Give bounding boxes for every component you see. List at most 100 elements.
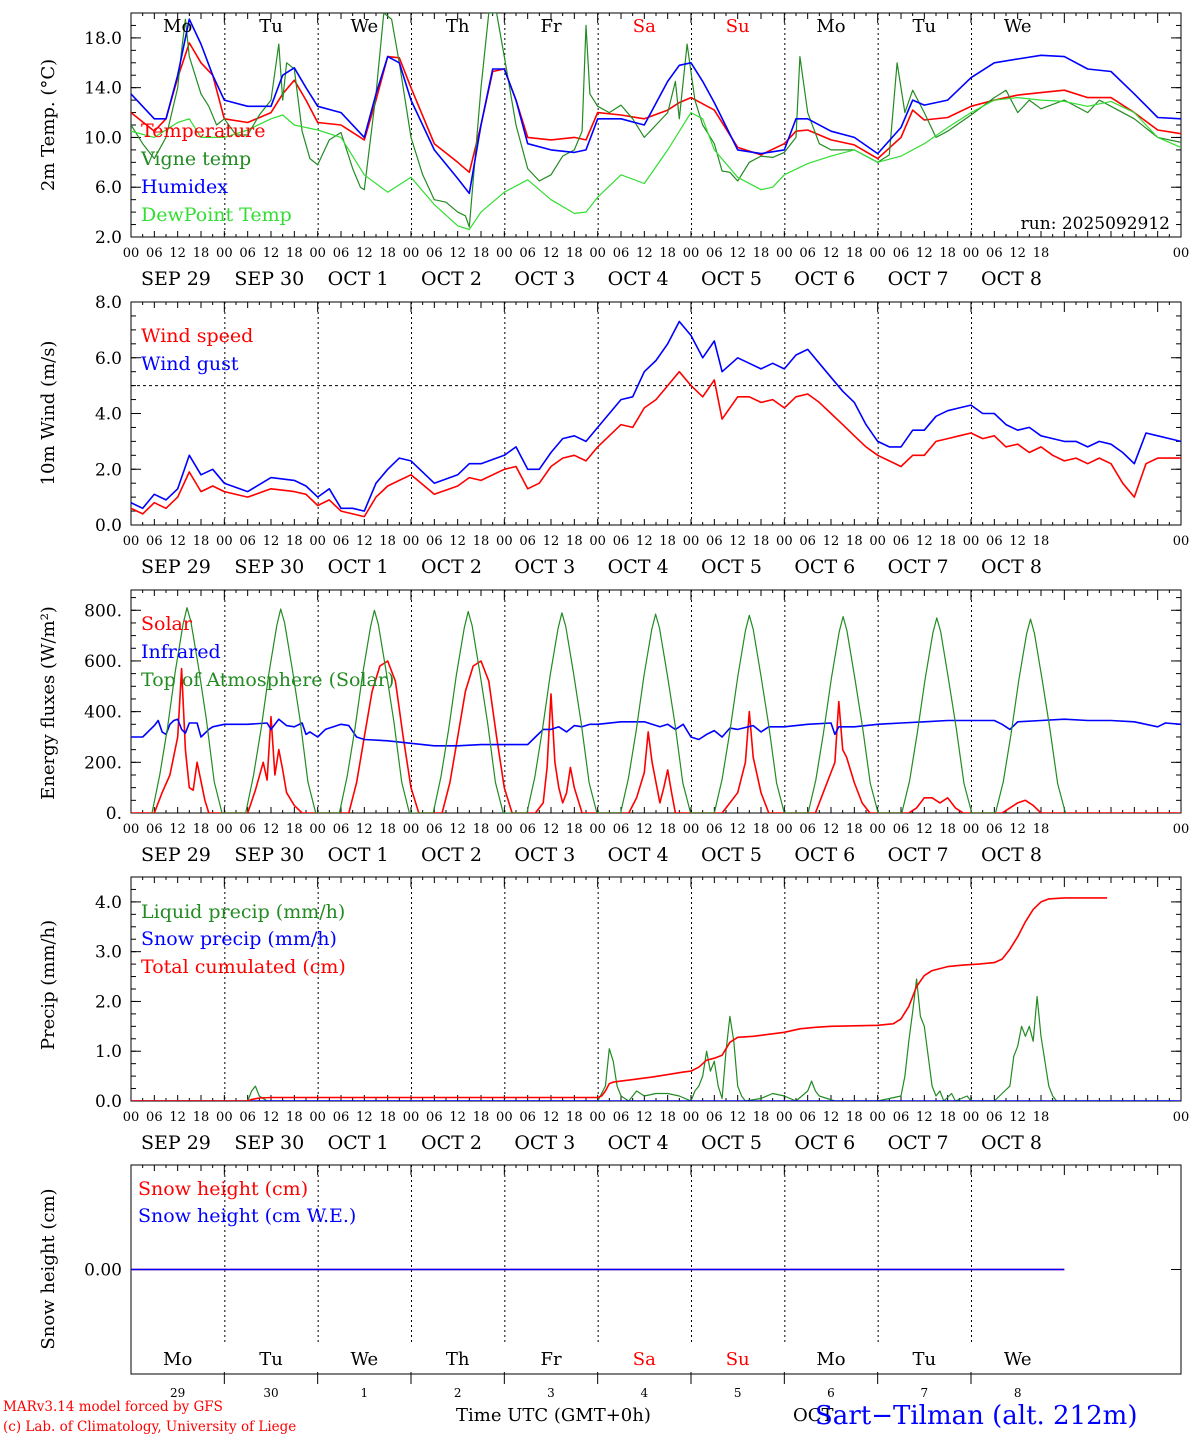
- hour-tick-label: 18: [379, 822, 396, 837]
- hour-tick-label: 06: [986, 534, 1003, 549]
- date-label: OCT 8: [981, 268, 1042, 290]
- hour-tick-label: 18: [193, 822, 210, 837]
- oct-month-label: OCT: [793, 1405, 834, 1426]
- hour-tick-label: 12: [1009, 534, 1026, 549]
- hour-tick-label: 12: [636, 822, 653, 837]
- hour-tick-label: 00: [776, 822, 793, 837]
- hour-tick-label: 00: [216, 534, 233, 549]
- day-number-label: 4: [641, 1386, 649, 1400]
- hour-tick-label: 00: [963, 534, 980, 549]
- hour-tick-label: 18: [939, 246, 956, 261]
- date-label: OCT 2: [421, 1132, 482, 1154]
- hour-tick-label: 06: [426, 822, 443, 837]
- series-line-wind-gust: [131, 320, 1181, 512]
- hour-tick-label: 06: [986, 822, 1003, 837]
- series-line-infrared: [131, 718, 1181, 747]
- legend-entry: Wind gust: [141, 353, 239, 375]
- hour-tick-label: 12: [263, 246, 280, 261]
- legend-entry: DewPoint Temp: [141, 204, 292, 226]
- hour-tick-label: 00: [403, 1110, 420, 1125]
- model-credit-line1: MARv3.14 model forced by GFS: [3, 1399, 223, 1415]
- weekday-label: Fr: [540, 1349, 561, 1370]
- y-tick-label: 0.: [106, 804, 122, 824]
- date-label: OCT 8: [981, 844, 1042, 866]
- station-name: Sart−Tilman (alt. 212m): [815, 1401, 1138, 1431]
- hour-tick-label: 18: [846, 1110, 863, 1125]
- day-number-label: 3: [547, 1386, 555, 1400]
- hour-tick-label: 12: [729, 1110, 746, 1125]
- weekday-label: Su: [726, 1349, 750, 1370]
- hour-tick-label: 12: [263, 1110, 280, 1125]
- date-label: SEP 29: [141, 1132, 211, 1154]
- hour-tick-label: 12: [543, 1110, 560, 1125]
- panel-5: 0.00 Snow height (cm) Snow height (cm) Snow…: [38, 1164, 1182, 1400]
- y-tick-label: 18.0: [84, 29, 122, 49]
- hour-tick-label: 12: [543, 822, 560, 837]
- y-tick-label: 0.0: [95, 1092, 122, 1112]
- hour-tick-label: 00: [869, 822, 886, 837]
- y-tick-label: 2.0: [95, 992, 122, 1012]
- hour-tick-label: 12: [263, 534, 280, 549]
- hour-tick-label: 18: [193, 1110, 210, 1125]
- hour-tick-label: 06: [146, 822, 163, 837]
- hour-tick-label: 06: [893, 822, 910, 837]
- hour-tick-label: 00: [589, 534, 606, 549]
- date-label: OCT 5: [701, 844, 762, 866]
- date-label: OCT 5: [701, 1132, 762, 1154]
- hour-tick-label: 18: [286, 1110, 303, 1125]
- hour-tick-label: 12: [356, 1110, 373, 1125]
- y-tick-label: 4.0: [95, 893, 122, 913]
- hour-tick-label: 00: [309, 822, 326, 837]
- hour-tick-label: 18: [1033, 822, 1050, 837]
- hour-tick-label: 18: [379, 534, 396, 549]
- hour-tick-label: 12: [169, 534, 186, 549]
- hour-tick-label: 06: [799, 822, 816, 837]
- weekday-label: Mo: [163, 16, 192, 37]
- hour-tick-label: 06: [799, 1110, 816, 1125]
- hour-tick-label: 12: [1009, 822, 1026, 837]
- hour-tick-label: 12: [823, 1110, 840, 1125]
- y-axis-title: Precip (mm/h): [38, 920, 59, 1050]
- day-number-label: 2: [454, 1386, 462, 1400]
- hour-tick-label: 12: [636, 534, 653, 549]
- day-number-label: 30: [263, 1386, 278, 1400]
- hour-tick-label: 00: [309, 246, 326, 261]
- hour-tick-label: 00: [1173, 246, 1190, 261]
- hour-tick-label: 06: [519, 246, 536, 261]
- weekday-label: Th: [446, 16, 470, 37]
- hour-tick-label: 06: [706, 534, 723, 549]
- hour-tick-label: 12: [916, 1110, 933, 1125]
- date-label: OCT 1: [328, 556, 389, 578]
- hour-tick-label: 06: [519, 534, 536, 549]
- hour-tick-label: 18: [566, 1110, 583, 1125]
- y-tick-label: 14.0: [84, 79, 122, 99]
- date-label: OCT 1: [328, 1132, 389, 1154]
- date-label: OCT 6: [794, 844, 855, 866]
- hour-tick-label: 00: [496, 246, 513, 261]
- hour-tick-label: 00: [496, 1110, 513, 1125]
- legend-entry: Snow precip (mm/h): [141, 928, 337, 950]
- hour-tick-label: 18: [473, 534, 490, 549]
- y-tick-label: 10.0: [84, 128, 122, 148]
- hour-tick-label: 06: [333, 1110, 350, 1125]
- panel-2: 00 06 12 18 00 06 12 18 00 06 12 18 00 06 12 18 00 06 12 18…: [38, 293, 1189, 578]
- y-tick-label: 800.: [84, 601, 122, 621]
- hour-tick-label: 12: [916, 246, 933, 261]
- hour-tick-label: 00: [589, 246, 606, 261]
- hour-tick-label: 18: [753, 1110, 770, 1125]
- hour-tick-label: 12: [169, 822, 186, 837]
- day-number-label: 6: [827, 1386, 835, 1400]
- hour-tick-label: 12: [916, 822, 933, 837]
- date-label: OCT 4: [608, 556, 669, 578]
- hour-tick-label: 00: [123, 1110, 140, 1125]
- date-label: SEP 30: [234, 1132, 304, 1154]
- panel-3: 00 06 12 18 00 06 12 18 00 06 12 18 00 06 12 18 00 06 12 18…: [38, 589, 1189, 866]
- hour-tick-label: 06: [146, 534, 163, 549]
- hour-tick-label: 06: [146, 246, 163, 261]
- hour-tick-label: 00: [216, 246, 233, 261]
- weekday-label: Tu: [913, 16, 937, 37]
- hour-tick-label: 12: [916, 534, 933, 549]
- y-tick-label: 0.00: [84, 1261, 122, 1281]
- hour-tick-label: 18: [939, 822, 956, 837]
- legend-entry: Humidex: [141, 176, 228, 198]
